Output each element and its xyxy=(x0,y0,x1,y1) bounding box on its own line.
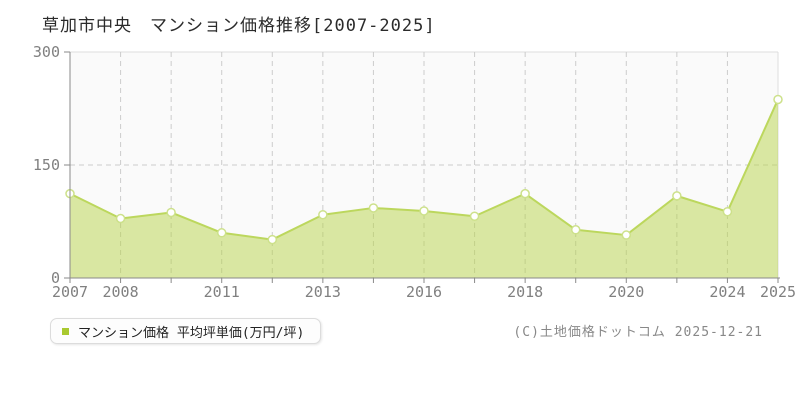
data-point-marker xyxy=(520,188,530,199)
data-point-marker xyxy=(318,209,328,220)
legend: マンション価格 平均坪単価(万円/坪) xyxy=(50,318,322,344)
data-point-marker xyxy=(216,228,227,238)
data-point-marker xyxy=(570,225,581,235)
chart-title: 草加市中央 マンション価格推移[2007-2025] xyxy=(42,16,436,36)
data-point-marker xyxy=(722,206,733,217)
x-tick-label: 2020 xyxy=(608,283,644,301)
data-point-marker xyxy=(672,191,682,201)
data-point-marker xyxy=(469,211,480,221)
x-tick-label: 2011 xyxy=(204,283,240,301)
copyright-text: (C)土地価格ドットコム 2025-12-21 xyxy=(513,325,763,340)
data-point-marker xyxy=(419,206,429,216)
data-point-marker xyxy=(115,213,126,224)
data-point-marker xyxy=(166,207,176,218)
x-tick-label: 2007 xyxy=(52,283,88,301)
legend-series-label: マンション価格 平均坪単価(万円/坪) xyxy=(78,325,305,341)
x-tick-label: 2025 xyxy=(760,283,796,301)
x-tick-label: 2008 xyxy=(103,283,139,301)
data-point-marker xyxy=(621,230,632,240)
data-point-marker xyxy=(368,203,379,213)
data-point-marker xyxy=(773,94,783,105)
x-tick-label: 2013 xyxy=(305,283,341,301)
y-tick-label: 0 xyxy=(51,269,60,287)
price-trend-area-chart: 0 150 300 2007 2008 2011 2013 2016 2018 2020 2024 2… xyxy=(33,43,796,301)
x-tick-label: 2016 xyxy=(406,283,442,301)
legend-series-marker-icon xyxy=(62,327,69,335)
data-point-marker xyxy=(267,234,278,245)
x-tick-label: 2024 xyxy=(709,283,745,301)
x-tick-label: 2018 xyxy=(507,283,543,301)
y-tick-label: 150 xyxy=(33,156,60,174)
y-tick-label: 300 xyxy=(33,43,60,61)
